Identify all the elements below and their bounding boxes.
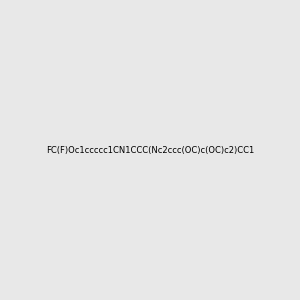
Text: FC(F)Oc1ccccc1CN1CCC(Nc2ccc(OC)c(OC)c2)CC1: FC(F)Oc1ccccc1CN1CCC(Nc2ccc(OC)c(OC)c2)C… — [46, 146, 254, 154]
